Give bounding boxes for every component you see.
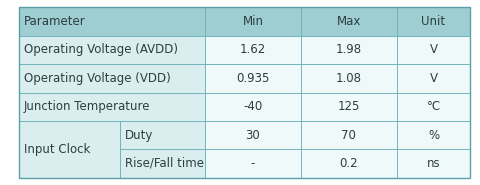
Bar	[205, 36, 301, 64]
Text: Min: Min	[242, 15, 264, 28]
Bar	[396, 92, 470, 121]
Text: 1.98: 1.98	[336, 43, 362, 56]
Bar	[301, 64, 396, 92]
Text: Unit: Unit	[421, 15, 445, 28]
Text: V: V	[430, 43, 437, 56]
Text: Operating Voltage (AVDD): Operating Voltage (AVDD)	[24, 43, 178, 56]
Text: V: V	[430, 72, 437, 85]
Bar	[205, 92, 301, 121]
Text: ns: ns	[427, 157, 440, 170]
Text: 70: 70	[341, 129, 356, 142]
Bar	[396, 121, 470, 149]
Text: -40: -40	[243, 100, 263, 113]
Text: 0.935: 0.935	[236, 72, 270, 85]
Bar	[120, 121, 205, 149]
Bar	[301, 121, 396, 149]
Bar	[396, 36, 470, 64]
Text: -: -	[251, 157, 255, 170]
Bar	[301, 7, 396, 36]
Text: Duty: Duty	[125, 129, 154, 142]
Bar	[205, 7, 301, 36]
Bar	[396, 7, 470, 36]
Text: Parameter: Parameter	[24, 15, 86, 28]
Text: °C: °C	[426, 100, 441, 113]
Text: Junction Temperature: Junction Temperature	[24, 100, 151, 113]
Bar	[205, 149, 301, 178]
Bar	[301, 92, 396, 121]
Text: 0.2: 0.2	[339, 157, 358, 170]
Text: %: %	[428, 129, 439, 142]
Text: 30: 30	[246, 129, 260, 142]
Bar	[120, 149, 205, 178]
Bar	[301, 36, 396, 64]
Bar	[19, 121, 120, 178]
Bar	[396, 64, 470, 92]
Text: Input Clock: Input Clock	[24, 143, 90, 156]
Bar	[19, 36, 205, 64]
Bar	[19, 64, 205, 92]
Text: 125: 125	[337, 100, 360, 113]
Text: Rise/Fall time: Rise/Fall time	[125, 157, 204, 170]
Bar	[301, 149, 396, 178]
Text: 1.62: 1.62	[240, 43, 266, 56]
Bar	[19, 7, 205, 36]
Bar	[396, 149, 470, 178]
Bar	[205, 121, 301, 149]
Text: 1.08: 1.08	[336, 72, 362, 85]
Text: Operating Voltage (VDD): Operating Voltage (VDD)	[24, 72, 171, 85]
Bar	[205, 64, 301, 92]
Text: Max: Max	[336, 15, 361, 28]
Bar	[19, 92, 205, 121]
